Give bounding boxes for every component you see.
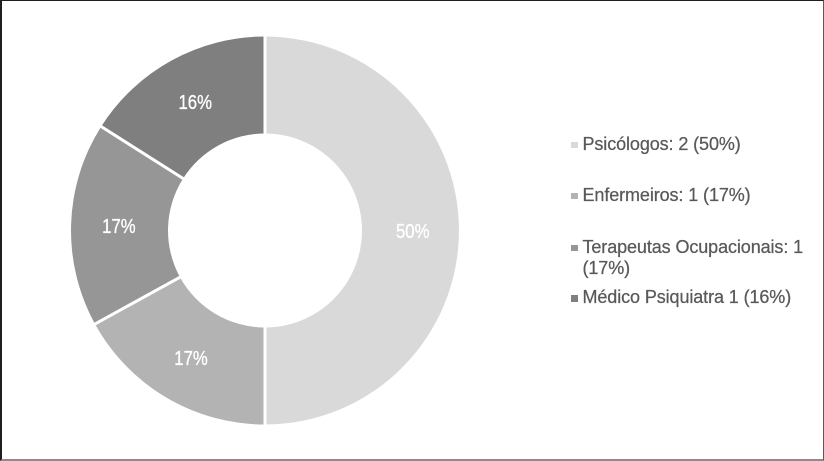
svg-text:17%: 17% xyxy=(174,346,207,369)
svg-text:16%: 16% xyxy=(178,90,211,113)
svg-text:50%: 50% xyxy=(396,219,429,242)
svg-text:17%: 17% xyxy=(102,214,135,237)
